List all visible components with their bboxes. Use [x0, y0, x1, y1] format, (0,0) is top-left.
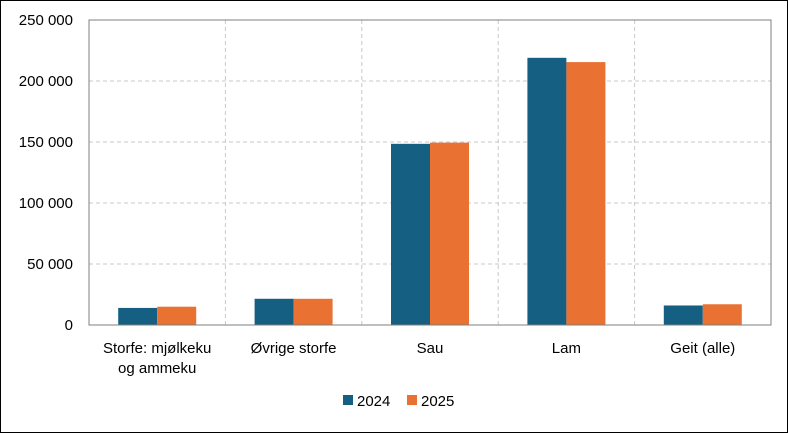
y-tick-label: 200 000	[19, 73, 73, 90]
bar-2024-0	[118, 307, 158, 325]
legend-label-2025: 2025	[421, 393, 454, 410]
legend-swatch-2024	[343, 395, 353, 405]
y-tick-label: 250 000	[19, 12, 73, 29]
plot-border	[88, 19, 772, 326]
x-category-label: Geit (alle)	[670, 340, 735, 357]
y-tick-label: 50 000	[27, 256, 73, 273]
bar-2024-3	[527, 57, 567, 325]
bar-2025-0	[157, 306, 197, 325]
x-category-label: Lam	[552, 340, 581, 357]
y-tick-labels: 0 50 000 100 000 150 000 200 000 250 000	[19, 12, 73, 334]
axes	[88, 19, 772, 326]
bar-2024-1	[254, 298, 294, 325]
legend-label-2024: 2024	[357, 393, 390, 410]
bars	[118, 57, 742, 326]
bar-2024-2	[391, 143, 430, 325]
bar-2025-2	[430, 142, 469, 325]
bar-2024-4	[663, 305, 703, 325]
x-category-label: og ammeku	[118, 360, 196, 377]
y-tick-label: 0	[65, 317, 73, 334]
y-tick-label: 100 000	[19, 195, 73, 212]
x-category-label: Storfe: mjølkeku	[103, 340, 211, 357]
legend-swatch-2025	[407, 395, 417, 405]
bar-2025-3	[566, 62, 606, 326]
bar-2025-4	[702, 304, 742, 325]
x-category-labels: Storfe: mjølkeku og ammeku Øvrige storfe Sa…	[103, 340, 735, 377]
x-category-label: Sau	[417, 340, 444, 357]
legend: 2024 2025	[343, 393, 454, 410]
x-category-label: Øvrige storfe	[251, 340, 337, 357]
bar-2025-1	[293, 298, 333, 325]
y-tick-label: 150 000	[19, 134, 73, 151]
